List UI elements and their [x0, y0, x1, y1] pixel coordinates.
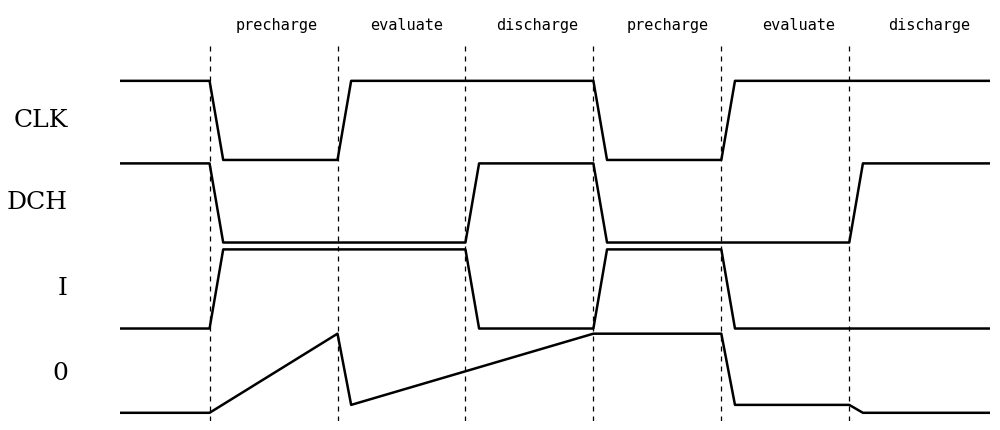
Text: evaluate: evaluate [762, 18, 835, 33]
Text: DCH: DCH [7, 191, 68, 215]
Text: precharge: precharge [236, 18, 318, 33]
Text: 0: 0 [52, 362, 68, 385]
Text: I: I [58, 277, 68, 301]
Text: discharge: discharge [888, 18, 970, 33]
Text: CLK: CLK [13, 109, 68, 132]
Text: evaluate: evaluate [371, 18, 444, 33]
Text: precharge: precharge [627, 18, 709, 33]
Text: discharge: discharge [497, 18, 579, 33]
